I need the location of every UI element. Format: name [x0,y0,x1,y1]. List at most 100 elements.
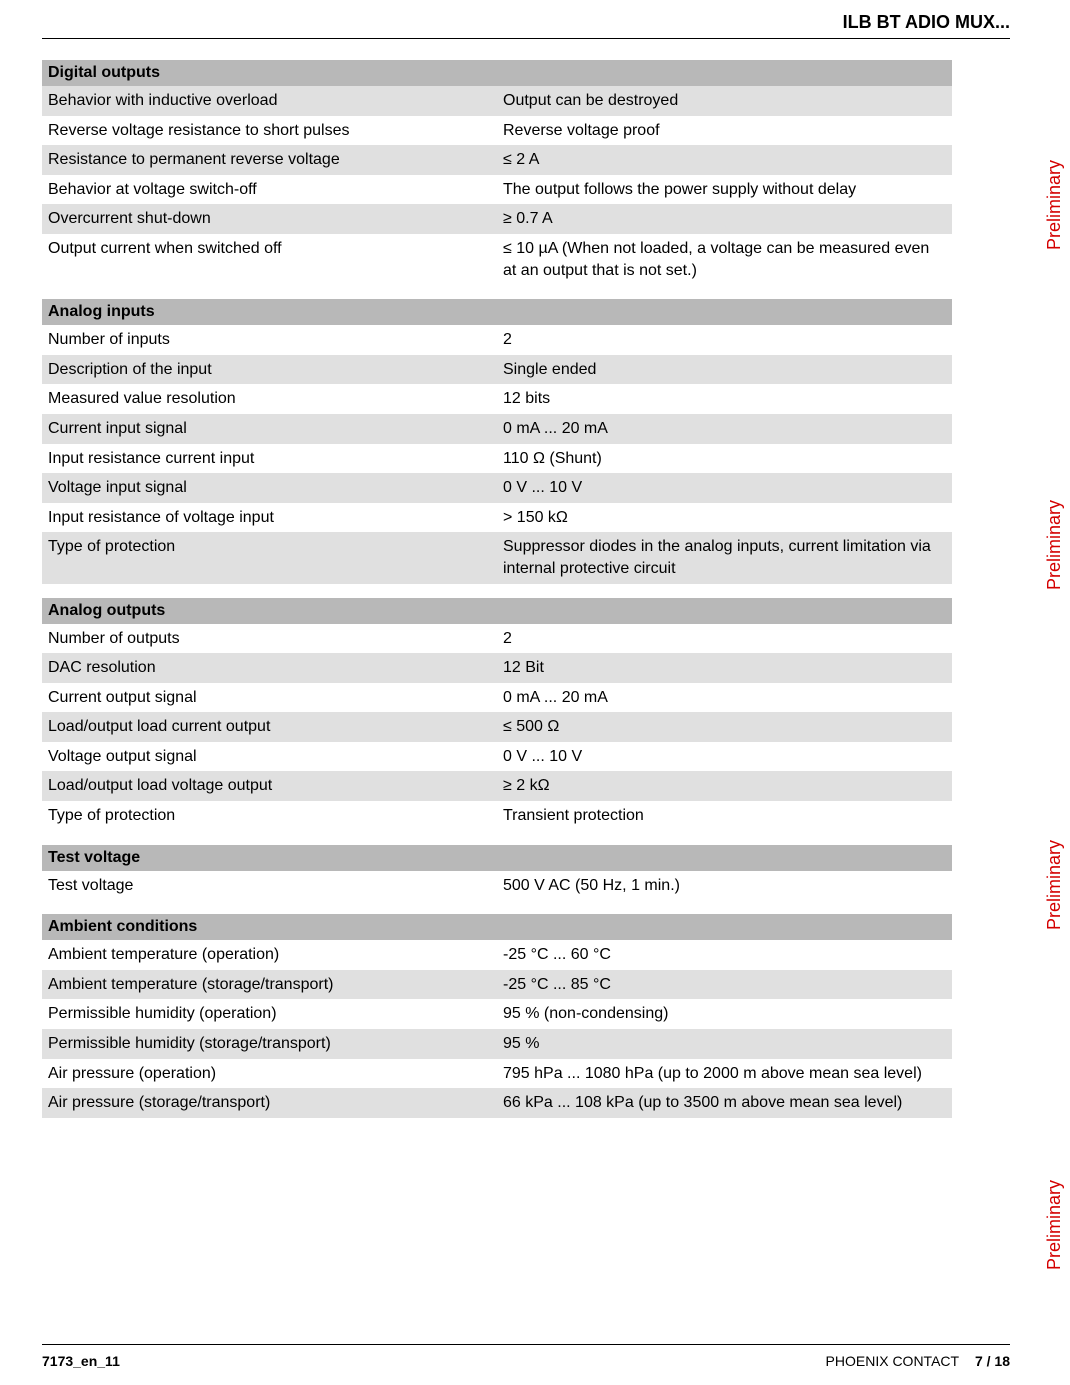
spec-value: 795 hPa ... 1080 hPa (up to 2000 m above… [497,1059,952,1089]
table-row: Current input signal0 mA ... 20 mA [42,414,952,444]
spec-section: Analog outputsNumber of outputs2DAC reso… [42,598,952,831]
preliminary-watermark: Preliminary [1044,840,1065,930]
spec-value: > 150 kΩ [497,503,952,533]
table-row: Behavior with inductive overloadOutput c… [42,86,952,116]
spec-value: ≥ 2 kΩ [497,771,952,801]
table-row: Air pressure (storage/transport)66 kPa .… [42,1088,952,1118]
page: ILB BT ADIO MUX... Digital outputsBehavi… [0,0,1070,1385]
table-row: Test voltage500 V AC (50 Hz, 1 min.) [42,871,952,901]
footer-page-number: 7 / 18 [975,1353,1010,1369]
spec-section: Analog inputsNumber of inputs2Descriptio… [42,299,952,583]
table-row: Output current when switched off≤ 10 µA … [42,234,952,285]
footer-right: PHOENIX CONTACT 7 / 18 [826,1353,1010,1369]
spec-label: Load/output load current output [42,712,497,742]
spec-value: 95 % (non-condensing) [497,999,952,1029]
spec-label: Test voltage [42,871,497,901]
table-row: Input resistance current input110 Ω (Shu… [42,444,952,474]
spec-value: Suppressor diodes in the analog inputs, … [497,532,952,583]
spec-value: 0 mA ... 20 mA [497,683,952,713]
table-row: Load/output load current output≤ 500 Ω [42,712,952,742]
footer-doc-id: 7173_en_11 [42,1353,120,1369]
spec-section: Test voltageTest voltage500 V AC (50 Hz,… [42,845,952,901]
document-title: ILB BT ADIO MUX... [843,12,1010,33]
table-row: DAC resolution12 Bit [42,653,952,683]
spec-label: Permissible humidity (storage/transport) [42,1029,497,1059]
spec-label: Output current when switched off [42,234,497,285]
table-row: Number of inputs2 [42,325,952,355]
spec-label: Permissible humidity (operation) [42,999,497,1029]
spec-value: -25 °C ... 60 °C [497,940,952,970]
footer-divider [42,1344,1010,1345]
spec-value: ≤ 10 µA (When not loaded, a voltage can … [497,234,952,285]
spec-value: 2 [497,325,952,355]
section-header: Analog inputs [42,299,952,325]
spec-value: Reverse voltage proof [497,116,952,146]
header-divider [42,38,1010,39]
table-row: Behavior at voltage switch-offThe output… [42,175,952,205]
section-header: Digital outputs [42,60,952,86]
table-row: Ambient temperature (storage/transport)-… [42,970,952,1000]
spec-value: 0 mA ... 20 mA [497,414,952,444]
spec-value: The output follows the power supply with… [497,175,952,205]
table-row: Description of the inputSingle ended [42,355,952,385]
spec-label: Description of the input [42,355,497,385]
table-row: Reverse voltage resistance to short puls… [42,116,952,146]
table-row: Air pressure (operation)795 hPa ... 1080… [42,1059,952,1089]
spec-label: Input resistance of voltage input [42,503,497,533]
spec-label: Voltage input signal [42,473,497,503]
spec-value: Single ended [497,355,952,385]
table-row: Voltage input signal0 V ... 10 V [42,473,952,503]
spec-value: ≤ 2 A [497,145,952,175]
spec-value: 0 V ... 10 V [497,742,952,772]
spec-label: Ambient temperature (storage/transport) [42,970,497,1000]
table-row: Permissible humidity (operation)95 % (no… [42,999,952,1029]
preliminary-watermark: Preliminary [1044,160,1065,250]
preliminary-watermark: Preliminary [1044,1180,1065,1270]
spec-value: 66 kPa ... 108 kPa (up to 3500 m above m… [497,1088,952,1118]
spec-label: Voltage output signal [42,742,497,772]
spec-value: 95 % [497,1029,952,1059]
table-row: Type of protectionSuppressor diodes in t… [42,532,952,583]
spec-value: ≤ 500 Ω [497,712,952,742]
preliminary-watermark: Preliminary [1044,500,1065,590]
spec-label: Measured value resolution [42,384,497,414]
spec-label: Overcurrent shut-down [42,204,497,234]
spec-value: Output can be destroyed [497,86,952,116]
table-row: Load/output load voltage output≥ 2 kΩ [42,771,952,801]
table-row: Number of outputs2 [42,624,952,654]
spec-value: 500 V AC (50 Hz, 1 min.) [497,871,952,901]
spec-label: Air pressure (storage/transport) [42,1088,497,1118]
table-row: Ambient temperature (operation)-25 °C ..… [42,940,952,970]
spec-label: Air pressure (operation) [42,1059,497,1089]
table-row: Voltage output signal0 V ... 10 V [42,742,952,772]
spec-label: Input resistance current input [42,444,497,474]
spec-label: Behavior with inductive overload [42,86,497,116]
table-row: Input resistance of voltage input> 150 k… [42,503,952,533]
table-row: Resistance to permanent reverse voltage≤… [42,145,952,175]
spec-label: Type of protection [42,801,497,831]
spec-label: Type of protection [42,532,497,583]
spec-label: Behavior at voltage switch-off [42,175,497,205]
section-header: Ambient conditions [42,914,952,940]
spec-value: 12 Bit [497,653,952,683]
spec-label: Load/output load voltage output [42,771,497,801]
table-row: Overcurrent shut-down≥ 0.7 A [42,204,952,234]
spec-value: Transient protection [497,801,952,831]
section-header: Test voltage [42,845,952,871]
spec-label: DAC resolution [42,653,497,683]
spec-value: 2 [497,624,952,654]
table-row: Current output signal0 mA ... 20 mA [42,683,952,713]
spec-value: 0 V ... 10 V [497,473,952,503]
spec-label: Ambient temperature (operation) [42,940,497,970]
footer-company: PHOENIX CONTACT [826,1353,960,1369]
spec-value: 110 Ω (Shunt) [497,444,952,474]
table-row: Measured value resolution12 bits [42,384,952,414]
spec-label: Current input signal [42,414,497,444]
spec-label: Reverse voltage resistance to short puls… [42,116,497,146]
spec-value: -25 °C ... 85 °C [497,970,952,1000]
spec-value: 12 bits [497,384,952,414]
spec-value: ≥ 0.7 A [497,204,952,234]
spec-label: Number of outputs [42,624,497,654]
spec-label: Resistance to permanent reverse voltage [42,145,497,175]
spec-section: Ambient conditionsAmbient temperature (o… [42,914,952,1118]
